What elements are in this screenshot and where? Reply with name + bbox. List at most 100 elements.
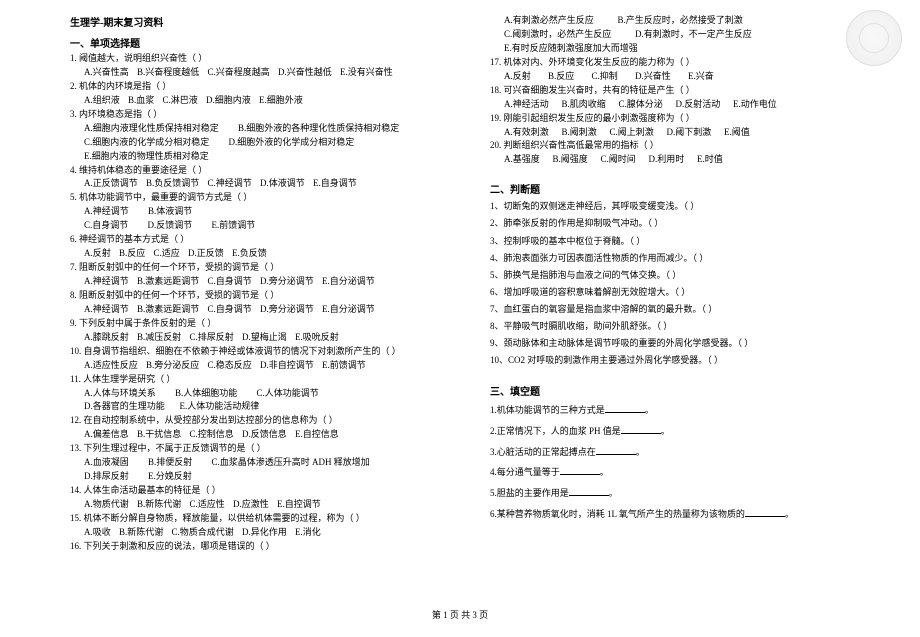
j6: 6、增加呼吸道的容积意味着解剖无效腔增大。（ ）: [490, 284, 880, 301]
q2-opts: A.组织液 B.血浆 C.淋巴液 D.细胞内液 E.细胞外液: [70, 94, 460, 108]
j10: 10、CO2 对呼吸的刺激作用主要通过外周化学感受器。（ ）: [490, 352, 880, 369]
f4-text: 4.每分通气量等于: [490, 467, 560, 477]
right-column: A.有刺激必然产生反应 B.产生反应时，必然接受了刺激 C.阈刺激时，必然产生反…: [490, 14, 880, 554]
opt: B.激素远距调节: [137, 304, 199, 314]
q10-opts: A.适应性反应 B.旁分泌反应 C.稳态反应 D.非自控调节 E.前馈调节: [70, 359, 460, 373]
q10-stem: 10. 自身调节指组织、细胞在不依赖于神经或体液调节的情况下对刺激所产生的（ ）: [70, 345, 460, 359]
opt: A.血液凝固: [84, 457, 129, 467]
opt: C.稳态反应: [208, 360, 252, 370]
q19-stem: 19. 刚能引起组织发生反应的最小刺激强度称为（ ）: [490, 112, 880, 126]
opt: D.异化作用: [242, 527, 287, 537]
opt: C.抑制: [592, 71, 618, 81]
opt: C.细胞内液的化学成分相对稳定: [84, 137, 209, 147]
blank: [621, 426, 661, 434]
opt: B.血浆: [128, 95, 154, 105]
opt: D.细胞内液: [206, 95, 251, 105]
q18-stem: 18. 可兴奋细胞发生兴奋时，共有的特征是产生（ ）: [490, 84, 880, 98]
opt: B.新陈代谢: [119, 527, 163, 537]
opt: E.有时反应随刺激强度加大而增强: [504, 43, 638, 53]
opt: C.自身调节: [84, 220, 128, 230]
opt: B.排便反射: [148, 457, 192, 467]
opt: C.兴奋程度越高: [208, 67, 270, 77]
opt: E.前馈调节: [322, 360, 366, 370]
q18-opts: A.神经活动 B.肌肉收缩 C.腺体分泌 D.反射活动 E.动作电位: [490, 98, 880, 112]
blank: [569, 488, 609, 496]
q15-stem: 15. 机体不断分解自身物质，释放能量，以供给机体需要的过程，称为（ ）: [70, 512, 460, 526]
opt: B.肌肉收缩: [562, 99, 606, 109]
f5-text: 5.胆盐的主要作用是: [490, 488, 569, 498]
q6-stem: 6. 神经调节的基本方式是（ ）: [70, 233, 460, 247]
opt: E.分娩反射: [148, 471, 192, 481]
q1-stem: 1. 阈值越大，说明组织兴奋性（ ）: [70, 52, 460, 66]
q7-stem: 7. 阻断反射弧中的任何一个环节，受损的调节是（ ）: [70, 261, 460, 275]
q3-stem: 3. 内环境稳态是指（ ）: [70, 108, 460, 122]
opt: A.神经调节: [84, 304, 129, 314]
opt: D.正反馈: [188, 248, 224, 258]
q8-stem: 8. 阻断反射弧中的任何一个环节，受损的调节是（ ）: [70, 289, 460, 303]
q9-opts: A.膝跳反射 B.减压反射 C.排尿反射 D.望梅止渴 E.吸吮反射: [70, 331, 460, 345]
opt: B.反应: [548, 71, 574, 81]
opt: B.兴奋程度越低: [137, 67, 199, 77]
f4-end: 。: [600, 467, 609, 477]
opt: A.吸收: [84, 527, 111, 537]
opt: D.非自控调节: [260, 360, 314, 370]
opt: C.排尿反射: [190, 332, 234, 342]
f6-text: 6.某种营养物质氧化时，消耗 1L 氧气所产生的热量称为该物质的: [490, 509, 745, 519]
opt: B.阈刺激: [562, 127, 597, 137]
q11-opts: A.人体与环境关系 B.人体细胞功能 C.人体功能调节 D.各器官的生理功能 E…: [70, 387, 460, 415]
opt: D.细胞外液的化学成分相对稳定: [229, 137, 355, 147]
q14-stem: 14. 人体生命活动最基本的特征是（ ）: [70, 484, 460, 498]
opt: D.各器官的生理功能: [84, 401, 165, 411]
q13-stem: 13. 下列生理过程中，不属于正反馈调节的是（ ）: [70, 442, 460, 456]
opt: C.控制信息: [190, 429, 234, 439]
f1-text: 1.机体功能调节的三种方式是: [490, 405, 605, 415]
f3-end: 。: [636, 447, 645, 457]
f5: 5.胆盐的主要作用是。: [490, 483, 880, 504]
opt: E.前馈调节: [212, 220, 256, 230]
opt: E.兴奋: [688, 71, 714, 81]
opt: C.阈刺激时，必然产生反应: [504, 29, 611, 39]
blank: [605, 405, 645, 413]
opt: A.反射: [504, 71, 531, 81]
j8: 8、平静吸气时膈肌收缩，助间外肌舒张。（ ）: [490, 318, 880, 335]
opt: A.神经调节: [84, 206, 129, 216]
opt: A.正反馈调节: [84, 178, 138, 188]
q9-stem: 9. 下列反射中属于条件反射的是（ ）: [70, 317, 460, 331]
opt: D.旁分泌调节: [260, 304, 314, 314]
opt: C.神经调节: [208, 178, 252, 188]
opt: D.反射活动: [676, 99, 721, 109]
opt: D.排尿反射: [84, 471, 129, 481]
opt: D.兴奋性越低: [278, 67, 332, 77]
q3-opts: A.细胞内液理化性质保持相对稳定 B.细胞外液的各种理化性质保持相对稳定 C.细…: [70, 122, 460, 164]
opt: B.旁分泌反应: [146, 360, 199, 370]
q13-opts: A.血液凝固 B.排便反射 C.血浆晶体渗透压升高时 ADH 释放增加 D.排尿…: [70, 456, 460, 484]
opt: C.腺体分泌: [619, 99, 663, 109]
q17-opts: A.反射 B.反应 C.抑制 D.兴奋性 E.兴奋: [490, 70, 880, 84]
opt: A.神经活动: [504, 99, 549, 109]
opt: E.吸吮反射: [295, 332, 339, 342]
opt: E.自身调节: [313, 178, 357, 188]
f4: 4.每分通气量等于 。: [490, 462, 880, 483]
j2: 2、肺牵张反射的作用是抑制吸气冲动。（ ）: [490, 215, 880, 232]
f6: 6.某种营养物质氧化时，消耗 1L 氧气所产生的热量称为该物质的 。: [490, 504, 880, 525]
opt: A.有刺激必然产生反应: [504, 15, 594, 25]
q16-opts: A.有刺激必然产生反应 B.产生反应时，必然接受了刺激 C.阈刺激时，必然产生反…: [490, 14, 880, 56]
f6-end: 。: [785, 509, 794, 519]
opt: B.反应: [119, 248, 145, 258]
opt: C.物质合成代谢: [172, 527, 234, 537]
opt: A.兴奋性高: [84, 67, 129, 77]
opt: D.应激性: [233, 499, 269, 509]
opt: C.阈上刺激: [610, 127, 654, 137]
opt: D.体液调节: [260, 178, 305, 188]
opt: D.利用时: [649, 154, 685, 164]
opt: A.适应性反应: [84, 360, 138, 370]
opt: A.组织液: [84, 95, 120, 105]
f1-end: 。: [645, 405, 654, 415]
opt: C.适应性: [190, 499, 225, 509]
opt: A.反射: [84, 248, 111, 258]
j5: 5、肺换气是指肺泡与血液之间的气体交换。（ ）: [490, 267, 880, 284]
q1-opts: A.兴奋性高 B.兴奋程度越低 C.兴奋程度越高 D.兴奋性越低 E.没有兴奋性: [70, 66, 460, 80]
opt: C.淋巴液: [163, 95, 198, 105]
q2-stem: 2. 机体的内环境是指（ ）: [70, 80, 460, 94]
opt: C.阈时间: [601, 154, 636, 164]
